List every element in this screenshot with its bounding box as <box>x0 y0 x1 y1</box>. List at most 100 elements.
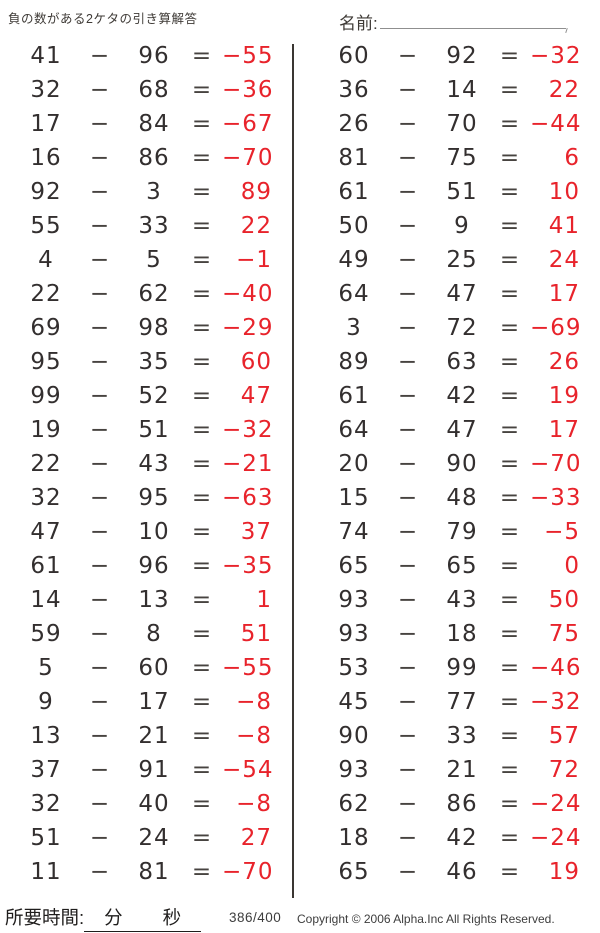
equals-sign: = <box>499 247 521 273</box>
problems-column-left: 41 − 96 = −55 32 − 68 = −36 17 − 84 = −6… <box>0 39 276 889</box>
minuend: 26 <box>338 111 370 137</box>
answer-value: −67 <box>222 111 274 137</box>
answer-value: 10 <box>548 179 580 205</box>
answer-value: −33 <box>530 485 582 511</box>
minus-sign: − <box>89 315 111 341</box>
answer-value: 17 <box>548 281 580 307</box>
equals-sign: = <box>191 859 213 885</box>
answer-value: −29 <box>222 315 274 341</box>
equals-sign: = <box>499 451 521 477</box>
equals-sign: = <box>191 281 213 307</box>
subtrahend: 77 <box>446 689 478 715</box>
answer-value: −24 <box>530 825 582 851</box>
minuend: 47 <box>30 519 62 545</box>
elapsed-time-label: 所要時間: <box>5 907 85 928</box>
subtrahend: 86 <box>138 145 170 171</box>
problem-row: 41 − 96 = −55 <box>0 39 276 73</box>
problem-row: 65 − 46 = 19 <box>308 855 584 889</box>
answer-value: 75 <box>548 621 580 647</box>
name-blank-line <box>379 12 566 29</box>
problem-row: 15 − 48 = −33 <box>308 481 584 515</box>
equals-sign: = <box>191 213 213 239</box>
minuend: 93 <box>338 757 370 783</box>
minuend: 53 <box>338 655 370 681</box>
subtrahend: 60 <box>138 655 170 681</box>
minuend: 37 <box>30 757 62 783</box>
answer-value: −36 <box>222 77 274 103</box>
subtrahend: 25 <box>446 247 478 273</box>
minus-sign: − <box>89 417 111 443</box>
subtrahend: 63 <box>446 349 478 375</box>
subtrahend: 13 <box>138 587 170 613</box>
minus-sign: − <box>89 757 111 783</box>
subtrahend: 33 <box>138 213 170 239</box>
answer-value: 60 <box>240 349 272 375</box>
minus-sign: − <box>397 791 419 817</box>
answer-value: 89 <box>240 179 272 205</box>
problem-row: 19 − 51 = −32 <box>0 413 276 447</box>
answer-value: −55 <box>222 43 274 69</box>
minus-sign: − <box>89 825 111 851</box>
problem-row: 62 − 86 = −24 <box>308 787 584 821</box>
equals-sign: = <box>191 247 213 273</box>
problem-row: 36 − 14 = 22 <box>308 73 584 107</box>
subtrahend: 90 <box>446 451 478 477</box>
equals-sign: = <box>499 383 521 409</box>
problem-row: 95 − 35 = 60 <box>0 345 276 379</box>
equals-sign: = <box>499 417 521 443</box>
minuend: 9 <box>38 689 54 715</box>
equals-sign: = <box>499 621 521 647</box>
minus-sign: − <box>89 553 111 579</box>
minus-sign: − <box>397 723 419 749</box>
problem-row: 32 − 40 = −8 <box>0 787 276 821</box>
subtrahend: 42 <box>446 825 478 851</box>
minus-sign: − <box>89 451 111 477</box>
minuend: 81 <box>338 145 370 171</box>
subtrahend: 40 <box>138 791 170 817</box>
minus-sign: − <box>89 349 111 375</box>
equals-sign: = <box>499 111 521 137</box>
equals-sign: = <box>499 791 521 817</box>
minus-sign: − <box>89 383 111 409</box>
equals-sign: = <box>191 43 213 69</box>
equals-sign: = <box>191 485 213 511</box>
equals-sign: = <box>499 213 521 239</box>
subtrahend: 96 <box>138 43 170 69</box>
subtrahend: 52 <box>138 383 170 409</box>
column-divider <box>292 44 294 898</box>
answer-value: −32 <box>530 689 582 715</box>
minuend: 15 <box>338 485 370 511</box>
answer-value: 37 <box>240 519 272 545</box>
problem-row: 64 − 47 = 17 <box>308 413 584 447</box>
minus-sign: − <box>89 43 111 69</box>
problem-row: 93 − 18 = 75 <box>308 617 584 651</box>
equals-sign: = <box>499 723 521 749</box>
minus-sign: − <box>397 655 419 681</box>
copyright-text: Copyright © 2006 Alpha.Inc All Rights Re… <box>297 912 555 926</box>
answer-value: 22 <box>240 213 272 239</box>
minuend: 41 <box>30 43 62 69</box>
minuend: 95 <box>30 349 62 375</box>
minuend: 65 <box>338 553 370 579</box>
problem-row: 32 − 95 = −63 <box>0 481 276 515</box>
elapsed-time-field: 所要時間: 分秒 <box>5 904 202 932</box>
answer-value: 41 <box>548 213 580 239</box>
minus-sign: − <box>89 723 111 749</box>
minus-sign: − <box>397 179 419 205</box>
problem-row: 60 − 92 = −32 <box>308 39 584 73</box>
minuend: 64 <box>338 417 370 443</box>
minuend: 49 <box>338 247 370 273</box>
problem-row: 51 − 24 = 27 <box>0 821 276 855</box>
answer-value: 17 <box>548 417 580 443</box>
subtrahend: 70 <box>446 111 478 137</box>
minus-sign: − <box>89 621 111 647</box>
problem-row: 74 − 79 = −5 <box>308 515 584 549</box>
answer-value: −44 <box>530 111 582 137</box>
minuend: 93 <box>338 621 370 647</box>
minuend: 32 <box>30 485 62 511</box>
minus-sign: − <box>397 417 419 443</box>
minus-sign: − <box>397 621 419 647</box>
answer-value: −5 <box>544 519 580 545</box>
subtrahend: 96 <box>138 553 170 579</box>
subtrahend: 51 <box>446 179 478 205</box>
